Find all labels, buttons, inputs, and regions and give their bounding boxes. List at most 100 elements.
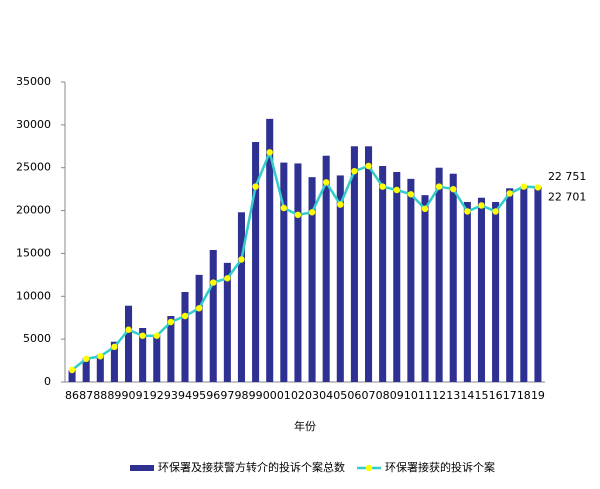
x-tick-label: 16 bbox=[489, 389, 503, 402]
bar bbox=[266, 118, 274, 382]
bar bbox=[209, 250, 217, 382]
bar bbox=[463, 202, 471, 382]
x-tick-label: 14 bbox=[460, 389, 474, 402]
bar bbox=[393, 172, 401, 382]
marker bbox=[393, 186, 400, 194]
marker bbox=[520, 183, 528, 190]
bar bbox=[365, 146, 373, 382]
y-tick-label: 5000 bbox=[23, 332, 51, 345]
marker bbox=[506, 190, 513, 197]
x-tick-label: 86 bbox=[65, 389, 79, 402]
x-tick-label: 08 bbox=[376, 389, 390, 402]
marker bbox=[464, 208, 471, 215]
marker bbox=[322, 179, 330, 186]
bar bbox=[195, 274, 203, 382]
bar bbox=[407, 178, 415, 382]
marker bbox=[139, 332, 146, 339]
x-tick-label: 02 bbox=[291, 389, 305, 402]
x-tick-label: 90 bbox=[122, 389, 136, 402]
x-tick-label: 98 bbox=[234, 389, 248, 402]
y-tick-label: 0 bbox=[44, 375, 51, 388]
x-tick-label: 05 bbox=[333, 389, 347, 402]
data-label: 22 751 bbox=[548, 170, 587, 183]
marker bbox=[365, 162, 372, 170]
bar bbox=[336, 175, 344, 382]
marker bbox=[224, 275, 231, 282]
x-tick-label: 01 bbox=[277, 389, 291, 402]
marker bbox=[450, 185, 457, 193]
x-tick-label: 04 bbox=[319, 389, 333, 402]
x-tick-label: 91 bbox=[136, 389, 150, 402]
x-tick-label: 06 bbox=[347, 389, 361, 402]
marker bbox=[280, 204, 288, 212]
marker bbox=[421, 205, 429, 213]
x-tick-label: 92 bbox=[150, 389, 164, 402]
bar bbox=[125, 305, 133, 382]
y-tick-label: 10000 bbox=[16, 289, 51, 302]
marker bbox=[478, 202, 485, 209]
x-tick-label: 12 bbox=[432, 389, 446, 402]
y-tick-label: 15000 bbox=[16, 246, 51, 259]
marker bbox=[181, 312, 189, 320]
x-tick-label: 93 bbox=[164, 389, 178, 402]
marker bbox=[82, 355, 90, 363]
marker bbox=[167, 318, 175, 326]
legend-label: 环保署接获的投诉个案 bbox=[385, 460, 495, 474]
x-tick-label: 96 bbox=[206, 389, 220, 402]
data-label: 22 701 bbox=[548, 190, 587, 203]
x-tick-label: 10 bbox=[404, 389, 418, 402]
x-tick-label: 95 bbox=[192, 389, 206, 402]
bar bbox=[181, 292, 189, 382]
marker bbox=[337, 201, 344, 208]
x-tick-label: 15 bbox=[474, 389, 488, 402]
bar bbox=[110, 341, 118, 382]
bar bbox=[139, 328, 147, 382]
bar bbox=[308, 177, 316, 382]
marker bbox=[308, 209, 316, 216]
x-tick-label: 11 bbox=[418, 389, 432, 402]
x-tick-label: 07 bbox=[362, 389, 376, 402]
bar bbox=[82, 358, 90, 382]
bar bbox=[252, 142, 260, 382]
x-tick-label: 88 bbox=[93, 389, 107, 402]
marker bbox=[97, 353, 104, 360]
marker bbox=[210, 279, 217, 286]
bar bbox=[379, 166, 387, 382]
bar bbox=[350, 146, 358, 382]
marker bbox=[407, 191, 415, 198]
x-axis-label: 年份 bbox=[294, 419, 316, 433]
bar bbox=[153, 334, 161, 382]
line bbox=[71, 148, 539, 371]
x-tick-label: 03 bbox=[305, 389, 319, 402]
x-tick-label: 94 bbox=[178, 389, 192, 402]
bar bbox=[96, 354, 104, 382]
marker bbox=[125, 326, 132, 333]
marker bbox=[294, 211, 302, 219]
bar bbox=[167, 316, 175, 382]
bar bbox=[280, 162, 288, 382]
y-tick-label: 25000 bbox=[16, 161, 51, 174]
x-tick-label: 87 bbox=[79, 389, 93, 402]
y-tick-label: 20000 bbox=[16, 204, 51, 217]
x-tick-label: 97 bbox=[220, 389, 234, 402]
bar bbox=[534, 186, 542, 382]
bar bbox=[492, 202, 500, 382]
legend-swatch bbox=[130, 465, 154, 471]
bar bbox=[449, 173, 457, 382]
bar bbox=[294, 163, 302, 382]
marker bbox=[238, 256, 245, 263]
x-tick-label: 89 bbox=[107, 389, 121, 402]
x-tick-label: 99 bbox=[249, 389, 263, 402]
y-tick-label: 35000 bbox=[16, 75, 51, 88]
bar bbox=[322, 155, 330, 382]
bar bbox=[506, 188, 514, 382]
x-tick-label: 18 bbox=[517, 389, 531, 402]
x-tick-label: 09 bbox=[390, 389, 404, 402]
marker bbox=[153, 332, 160, 339]
bar bbox=[68, 370, 76, 382]
y-tick-label: 30000 bbox=[16, 118, 51, 131]
bar bbox=[520, 186, 528, 382]
marker bbox=[266, 149, 273, 156]
marker bbox=[252, 183, 259, 190]
legend-marker bbox=[365, 464, 373, 472]
